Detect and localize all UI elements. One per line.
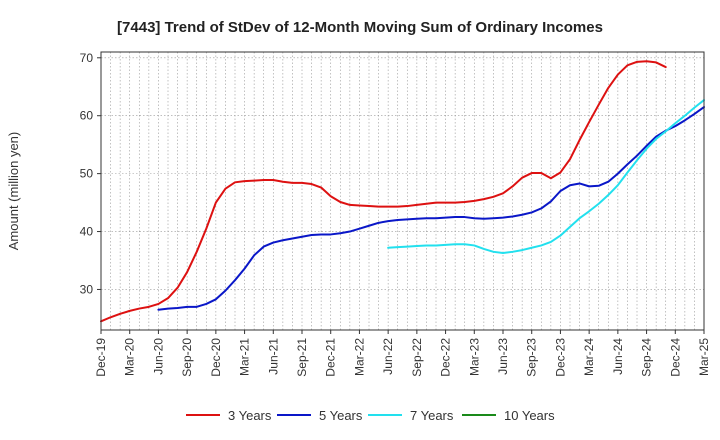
plot-area — [101, 52, 704, 330]
grid — [101, 52, 704, 330]
x-tick-label: Dec-23 — [553, 338, 567, 377]
x-tick-label: Sep-21 — [295, 338, 309, 377]
y-tick-label: 30 — [80, 282, 94, 296]
x-tick-label: Dec-20 — [209, 338, 223, 377]
x-tick-label: Dec-22 — [439, 338, 453, 377]
x-tick-label: Jun-22 — [381, 338, 395, 375]
legend-label: 5 Years — [319, 408, 363, 423]
series-line-3-years — [100, 60, 667, 323]
chart-title: [7443] Trend of StDev of 12-Month Moving… — [117, 19, 603, 36]
legend-label: 7 Years — [410, 408, 454, 423]
y-axis-ticks: 30 40 50 60 70 — [80, 51, 101, 296]
x-tick-label: Mar-21 — [238, 338, 252, 376]
x-tick-label: Sep-20 — [180, 338, 194, 377]
x-tick-label: Mar-20 — [123, 338, 137, 376]
y-tick-label: 60 — [80, 109, 94, 123]
series-line-5-years — [157, 106, 705, 311]
x-tick-label: Jun-20 — [151, 338, 165, 375]
x-tick-label: Dec-24 — [668, 338, 682, 377]
x-tick-label: Mar-23 — [467, 338, 481, 376]
plot-frame — [100, 51, 705, 331]
legend-label: 10 Years — [504, 408, 555, 423]
series-lines — [100, 60, 705, 323]
x-tick-label: Sep-22 — [410, 338, 424, 377]
series-line-7-years — [387, 99, 705, 254]
x-axis-ticks: Dec-19 Mar-20 Jun-20 Sep-20 Dec-20 Mar-21 Jun-… — [94, 330, 711, 377]
x-tick-label: Sep-23 — [525, 338, 539, 377]
x-tick-label: Dec-21 — [324, 338, 338, 377]
x-tick-label: Jun-23 — [496, 338, 510, 375]
x-tick-label: Mar-25 — [697, 338, 711, 376]
x-tick-label: Mar-22 — [352, 338, 366, 376]
legend-label: 3 Years — [228, 408, 272, 423]
y-tick-label: 40 — [80, 225, 94, 239]
x-tick-label: Dec-19 — [94, 338, 108, 377]
x-tick-label: Mar-24 — [582, 338, 596, 376]
x-tick-label: Sep-24 — [640, 338, 654, 377]
x-tick-label: Jun-24 — [611, 338, 625, 375]
x-tick-label: Jun-21 — [266, 338, 280, 375]
y-tick-label: 70 — [80, 51, 94, 65]
y-tick-label: 50 — [80, 167, 94, 181]
y-axis-label: Amount (million yen) — [6, 132, 21, 251]
legend: 3 Years 5 Years 7 Years 10 Years — [186, 408, 555, 423]
